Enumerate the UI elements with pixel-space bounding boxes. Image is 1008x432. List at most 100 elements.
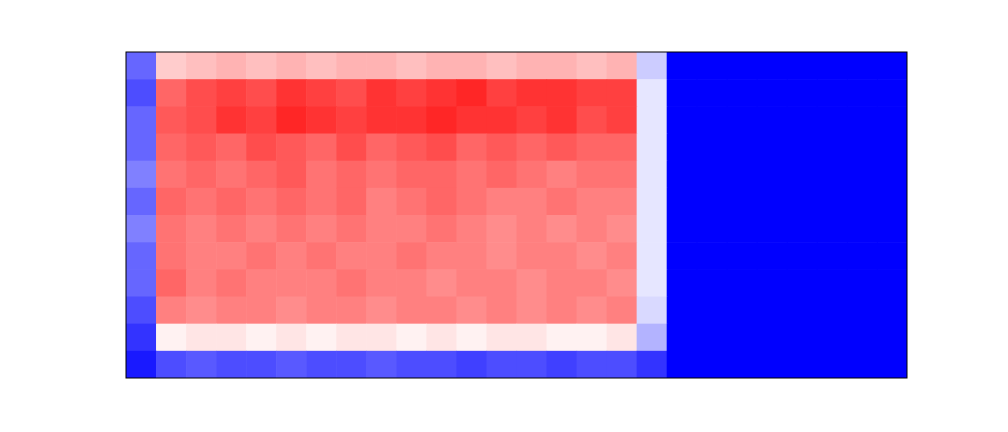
heatmap-cell	[547, 106, 578, 134]
heatmap-cell	[667, 106, 698, 134]
heatmap-cell	[216, 297, 247, 325]
heatmap-cell	[456, 188, 487, 216]
heatmap-cell	[817, 351, 848, 378]
heatmap-cell	[577, 297, 608, 325]
heatmap-cell	[607, 79, 638, 107]
heatmap-cell	[306, 215, 337, 243]
heatmap-cell	[607, 188, 638, 216]
heatmap-cell	[126, 52, 157, 80]
heatmap-cell	[757, 269, 788, 297]
heatmap-cell	[126, 134, 157, 162]
heatmap-cell	[306, 52, 337, 80]
heatmap-cell	[486, 79, 517, 107]
heatmap-cell	[216, 351, 247, 378]
heatmap-cell	[186, 215, 217, 243]
heatmap-cell	[156, 106, 187, 134]
heatmap-cell	[757, 351, 788, 378]
heatmap-cell	[486, 106, 517, 134]
heatmap-cell	[517, 161, 548, 189]
heatmap-cell	[637, 351, 668, 378]
heatmap-cell	[787, 351, 818, 378]
heatmap-cell	[186, 269, 217, 297]
heatmap-cell	[186, 52, 217, 80]
heatmap-cell	[276, 269, 307, 297]
heatmap-cell	[276, 188, 307, 216]
heatmap-cell	[637, 79, 668, 107]
heatmap-cell	[577, 52, 608, 80]
heatmap-cell	[667, 269, 698, 297]
heatmap-cell	[366, 188, 397, 216]
heatmap-cell	[246, 297, 277, 325]
heatmap-cell	[547, 324, 578, 352]
heatmap-cell	[426, 324, 457, 352]
heatmap-cell	[216, 215, 247, 243]
heatmap-cell	[667, 351, 698, 378]
heatmap-cell	[577, 351, 608, 378]
heatmap-cell	[697, 269, 728, 297]
heatmap-cell	[877, 242, 907, 270]
heatmap-cell	[156, 79, 187, 107]
heatmap-cell	[426, 351, 457, 378]
heatmap-cell	[486, 161, 517, 189]
heatmap-cell	[216, 324, 247, 352]
heatmap-cell	[787, 242, 818, 270]
heatmap-cell	[366, 52, 397, 80]
heatmap-cell	[276, 242, 307, 270]
plot-frame	[126, 52, 907, 378]
heatmap-cell	[847, 161, 878, 189]
heatmap-cell	[156, 134, 187, 162]
heatmap-cell	[426, 242, 457, 270]
heatmap-cell	[517, 269, 548, 297]
heatmap-cell	[607, 134, 638, 162]
heatmap-cell	[306, 242, 337, 270]
heatmap-cell	[547, 52, 578, 80]
heatmap-cell	[276, 351, 307, 378]
heatmap-cell	[607, 324, 638, 352]
heatmap-cell	[607, 215, 638, 243]
heatmap-cell	[486, 215, 517, 243]
heatmap-cell	[336, 134, 367, 162]
heatmap-cell	[877, 134, 907, 162]
heatmap-cell	[667, 79, 698, 107]
heatmap-cell	[186, 134, 217, 162]
heatmap-cell	[727, 242, 758, 270]
heatmap-cell	[396, 188, 427, 216]
heatmap-cell	[787, 215, 818, 243]
heatmap-cell	[517, 297, 548, 325]
heatmap-cell	[817, 134, 848, 162]
heatmap-cell	[306, 106, 337, 134]
heatmap-cell	[517, 52, 548, 80]
heatmap-cell	[246, 134, 277, 162]
heatmap-cell	[667, 134, 698, 162]
heatmap-cell	[336, 324, 367, 352]
heatmap-cell	[396, 215, 427, 243]
heatmap-cell	[216, 188, 247, 216]
heatmap-cell	[336, 351, 367, 378]
heatmap-cell	[547, 134, 578, 162]
heatmap-cell	[817, 188, 848, 216]
heatmap-cell	[126, 161, 157, 189]
heatmap-cell	[727, 161, 758, 189]
heatmap-cell	[396, 52, 427, 80]
heatmap-cell	[697, 79, 728, 107]
heatmap-cell	[366, 269, 397, 297]
heatmap-cell	[156, 242, 187, 270]
heatmap-cell	[697, 242, 728, 270]
heatmap-cell	[486, 269, 517, 297]
heatmap-cell	[667, 215, 698, 243]
heatmap-cell	[426, 215, 457, 243]
heatmap-cell	[456, 351, 487, 378]
heatmap-cell	[456, 134, 487, 162]
heatmap-cell	[336, 79, 367, 107]
heatmap-cell	[547, 188, 578, 216]
heatmap-cell	[577, 106, 608, 134]
heatmap-cell	[817, 242, 848, 270]
heatmap-cell	[727, 106, 758, 134]
heatmap-cells	[126, 52, 907, 378]
heatmap-cell	[486, 134, 517, 162]
heatmap-cell	[607, 351, 638, 378]
heatmap-cell	[246, 215, 277, 243]
heatmap-cell	[517, 106, 548, 134]
heatmap-cell	[697, 134, 728, 162]
heatmap-cell	[637, 188, 668, 216]
